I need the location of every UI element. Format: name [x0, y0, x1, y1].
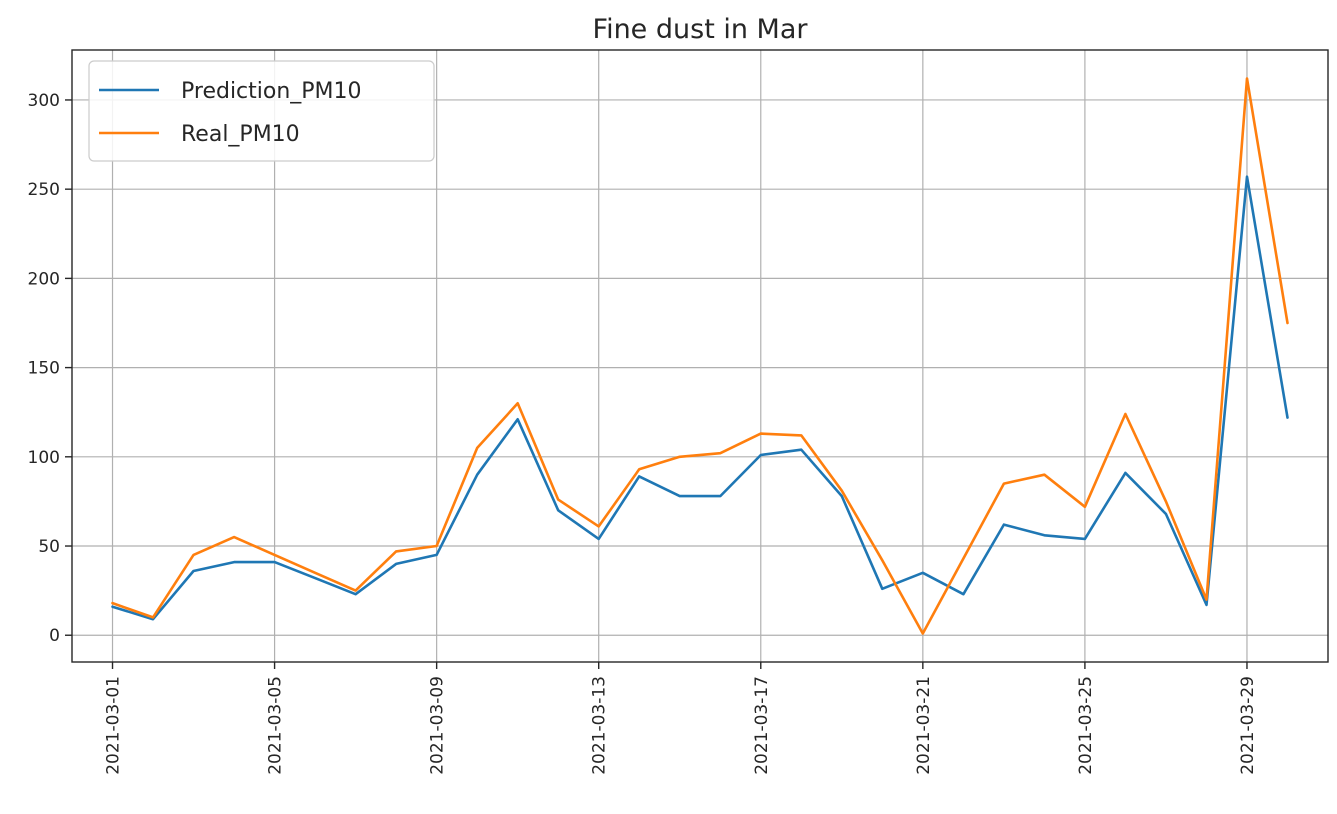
legend-label: Real_PM10	[181, 122, 300, 147]
chart-title: Fine dust in Mar	[593, 14, 809, 45]
axis-ticks: 2021-03-01 2021-03-05 2021-03-09 2021-03-13…	[28, 91, 1258, 775]
legend-label: Prediction_PM10	[181, 79, 362, 104]
x-tick-label: 2021-03-25	[1076, 676, 1096, 775]
x-tick-label: 2021-03-29	[1238, 676, 1258, 775]
x-tick-label: 2021-03-09	[428, 676, 448, 775]
x-tick-label: 2021-03-05	[266, 676, 286, 775]
y-tick-label: 300	[28, 91, 60, 111]
legend: Prediction_PM10 Real_PM10	[88, 60, 435, 162]
series-line-real-pm10	[111, 77, 1289, 635]
x-tick-label: 2021-03-01	[104, 676, 124, 775]
x-tick-label: 2021-03-17	[752, 676, 772, 775]
y-tick-label: 50	[38, 537, 60, 557]
series-line-prediction-pm10	[111, 175, 1289, 621]
x-tick-label: 2021-03-21	[914, 676, 934, 775]
plot-area-frame	[71, 49, 1329, 663]
y-tick-label: 200	[28, 269, 60, 289]
series-lines	[111, 77, 1289, 635]
y-tick-label: 100	[28, 448, 60, 468]
x-tick-label: 2021-03-13	[590, 676, 610, 775]
legend-box	[88, 60, 435, 162]
grid	[72, 50, 1328, 662]
y-tick-label: 0	[49, 626, 60, 646]
y-tick-label: 250	[28, 180, 60, 200]
y-tick-label: 150	[28, 359, 60, 379]
